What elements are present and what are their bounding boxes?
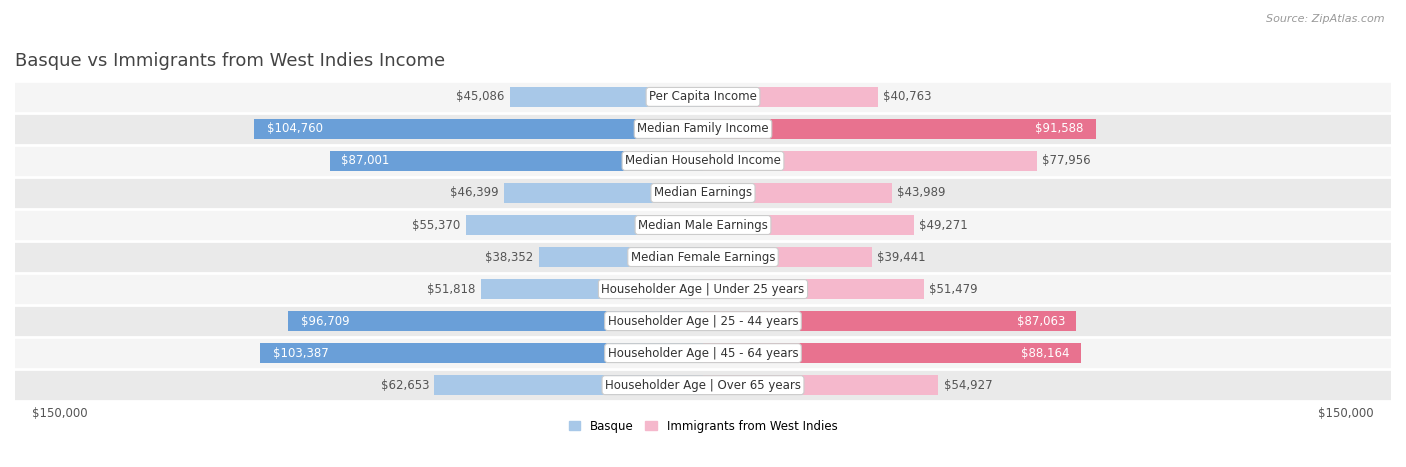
Text: $39,441: $39,441 — [877, 251, 925, 263]
Bar — [0, 305, 1406, 337]
Bar — [465, 215, 703, 235]
Text: $87,001: $87,001 — [342, 155, 389, 168]
Bar — [481, 279, 703, 299]
Text: $43,989: $43,989 — [897, 186, 945, 199]
Text: Per Capita Income: Per Capita Income — [650, 91, 756, 103]
Bar — [703, 375, 938, 395]
Bar — [288, 311, 703, 331]
Bar — [703, 119, 1095, 139]
Text: Householder Age | Over 65 years: Householder Age | Over 65 years — [605, 379, 801, 392]
Bar — [0, 81, 1406, 113]
Bar — [0, 145, 1406, 177]
Bar — [703, 215, 914, 235]
Bar — [510, 87, 703, 107]
Text: $55,370: $55,370 — [412, 219, 461, 232]
Text: Basque vs Immigrants from West Indies Income: Basque vs Immigrants from West Indies In… — [15, 52, 446, 71]
Text: $54,927: $54,927 — [943, 379, 993, 392]
Bar — [0, 113, 1406, 145]
Text: $77,956: $77,956 — [1042, 155, 1091, 168]
Text: Median Earnings: Median Earnings — [654, 186, 752, 199]
Text: $38,352: $38,352 — [485, 251, 533, 263]
Bar — [330, 151, 703, 171]
Bar — [0, 241, 1406, 273]
Bar — [703, 247, 872, 267]
Text: $103,387: $103,387 — [273, 347, 329, 360]
Text: $45,086: $45,086 — [456, 91, 505, 103]
Text: Householder Age | 45 - 64 years: Householder Age | 45 - 64 years — [607, 347, 799, 360]
Text: Source: ZipAtlas.com: Source: ZipAtlas.com — [1267, 14, 1385, 24]
Text: $91,588: $91,588 — [1035, 122, 1084, 135]
Text: Median Household Income: Median Household Income — [626, 155, 780, 168]
Bar — [703, 279, 924, 299]
Bar — [505, 183, 703, 203]
Text: $62,653: $62,653 — [381, 379, 429, 392]
Bar — [538, 247, 703, 267]
Text: $51,479: $51,479 — [929, 283, 977, 296]
Bar — [254, 119, 703, 139]
Text: Householder Age | 25 - 44 years: Householder Age | 25 - 44 years — [607, 315, 799, 328]
Text: $51,818: $51,818 — [427, 283, 475, 296]
Text: $104,760: $104,760 — [267, 122, 323, 135]
Bar — [0, 209, 1406, 241]
Bar — [0, 273, 1406, 305]
Text: $46,399: $46,399 — [450, 186, 499, 199]
Bar — [703, 311, 1076, 331]
Text: $88,164: $88,164 — [1021, 347, 1070, 360]
Text: Householder Age | Under 25 years: Householder Age | Under 25 years — [602, 283, 804, 296]
Bar — [434, 375, 703, 395]
Text: Median Female Earnings: Median Female Earnings — [631, 251, 775, 263]
Bar — [0, 337, 1406, 369]
Text: $49,271: $49,271 — [920, 219, 969, 232]
Bar — [0, 177, 1406, 209]
Text: Median Family Income: Median Family Income — [637, 122, 769, 135]
Text: $40,763: $40,763 — [883, 91, 931, 103]
Text: Median Male Earnings: Median Male Earnings — [638, 219, 768, 232]
Legend: Basque, Immigrants from West Indies: Basque, Immigrants from West Indies — [564, 415, 842, 438]
Bar — [703, 151, 1038, 171]
Bar — [703, 87, 877, 107]
Bar — [260, 343, 703, 363]
Bar — [703, 343, 1081, 363]
Text: $87,063: $87,063 — [1017, 315, 1064, 328]
Bar — [0, 369, 1406, 401]
Text: $96,709: $96,709 — [301, 315, 350, 328]
Bar — [703, 183, 891, 203]
